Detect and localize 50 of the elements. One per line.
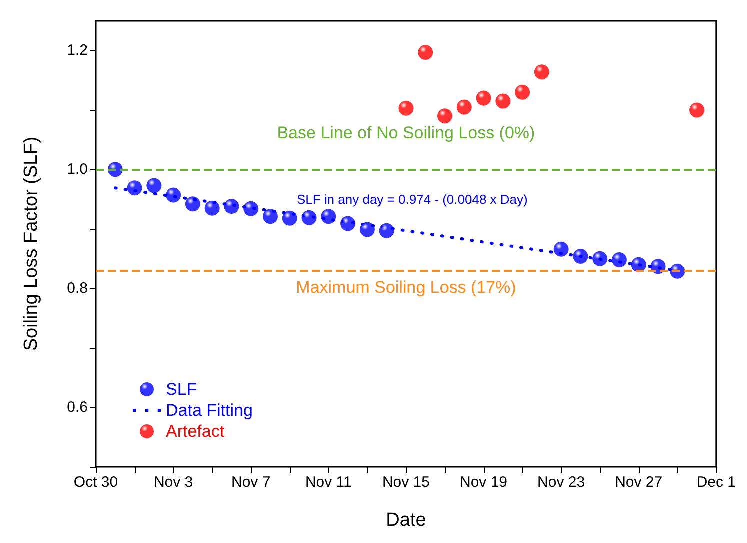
point	[302, 210, 317, 226]
point	[456, 100, 472, 115]
legend-label: Artefact	[166, 422, 225, 441]
y-axis-title: Soiling Loss Factor (SLF)	[21, 136, 42, 352]
x-tick-label: Nov 15	[382, 474, 430, 491]
x-tick-label: Nov 27	[615, 474, 663, 491]
point	[204, 200, 220, 216]
point	[398, 100, 414, 116]
point	[573, 248, 588, 264]
x-tick-label: Dec 1	[696, 474, 736, 491]
point	[612, 252, 627, 268]
point	[690, 102, 705, 118]
y-tick-label: 0.6	[67, 399, 88, 416]
point	[282, 210, 298, 226]
point	[554, 242, 569, 257]
point	[496, 94, 511, 109]
ref-line-label: Maximum Soiling Loss (17%)	[296, 278, 516, 297]
point	[127, 180, 142, 196]
point	[592, 251, 608, 266]
x-tick-label: Nov 11	[305, 474, 352, 491]
point	[379, 223, 394, 238]
y-tick-label: 0.8	[67, 280, 88, 298]
point	[321, 209, 336, 224]
legend-label: Data Fitting	[166, 401, 253, 420]
point	[650, 259, 666, 274]
x-tick-label: Nov 23	[538, 474, 586, 491]
point	[476, 90, 492, 106]
y-tick-label: 1.0	[67, 161, 88, 178]
point	[360, 222, 375, 238]
point	[418, 45, 434, 60]
point	[146, 178, 162, 194]
y-tick-label: 1.2	[67, 42, 88, 60]
x-tick-label: Nov 19	[460, 474, 508, 491]
ref-line-label: Base Line of No Soiling Loss (0%)	[277, 124, 536, 143]
legend-label: SLF	[166, 380, 198, 399]
point	[244, 201, 259, 216]
point	[534, 64, 550, 80]
x-axis-title: Date	[386, 510, 426, 531]
point	[263, 209, 278, 224]
point	[515, 84, 530, 100]
point	[166, 188, 182, 203]
x-tick-label: Oct 30	[74, 474, 118, 491]
point	[224, 199, 240, 214]
point	[631, 257, 646, 272]
annotation: SLF in any day = 0.974 - (0.0048 x Day)	[296, 192, 528, 207]
point	[340, 216, 356, 232]
point	[185, 196, 200, 212]
point	[437, 108, 452, 124]
x-tick-label: Nov 3	[154, 474, 194, 491]
x-tick-label: Nov 7	[232, 474, 271, 491]
